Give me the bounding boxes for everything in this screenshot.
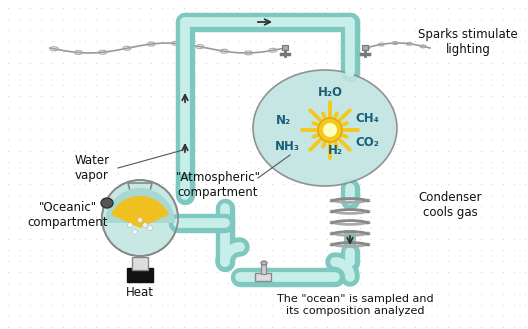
- Bar: [255, 273, 271, 281]
- Circle shape: [318, 118, 342, 142]
- Circle shape: [143, 222, 147, 227]
- Circle shape: [127, 222, 133, 227]
- Bar: [127, 268, 153, 282]
- Wedge shape: [105, 188, 175, 223]
- Text: The "ocean" is sampled and
its composition analyzed: The "ocean" is sampled and its compositi…: [277, 294, 433, 316]
- Bar: [282, 45, 288, 50]
- Ellipse shape: [253, 70, 397, 186]
- Text: CH₄: CH₄: [355, 112, 379, 124]
- Circle shape: [102, 180, 178, 256]
- Circle shape: [147, 225, 153, 231]
- Text: CO₂: CO₂: [355, 137, 379, 149]
- Circle shape: [323, 123, 337, 137]
- Text: Heat: Heat: [126, 287, 154, 299]
- Ellipse shape: [261, 261, 267, 265]
- Circle shape: [133, 230, 137, 235]
- Bar: [344, 230, 356, 260]
- Wedge shape: [111, 196, 169, 228]
- Text: H₂: H₂: [327, 143, 343, 157]
- Polygon shape: [128, 183, 152, 195]
- Bar: [132, 257, 148, 270]
- Text: "Atmospheric"
compartment: "Atmospheric" compartment: [175, 171, 260, 199]
- Text: Condenser
cools gas: Condenser cools gas: [418, 191, 482, 219]
- Bar: [261, 264, 266, 274]
- Text: H₂O: H₂O: [317, 87, 343, 99]
- Circle shape: [137, 217, 143, 222]
- Text: "Oceanic"
compartment: "Oceanic" compartment: [28, 201, 108, 229]
- Text: Sparks stimulate
lighting: Sparks stimulate lighting: [418, 28, 518, 56]
- Text: Water
vapor: Water vapor: [74, 154, 110, 182]
- Text: NH₃: NH₃: [275, 139, 299, 153]
- Bar: [362, 45, 368, 50]
- Ellipse shape: [101, 198, 113, 208]
- Text: N₂: N₂: [276, 114, 290, 126]
